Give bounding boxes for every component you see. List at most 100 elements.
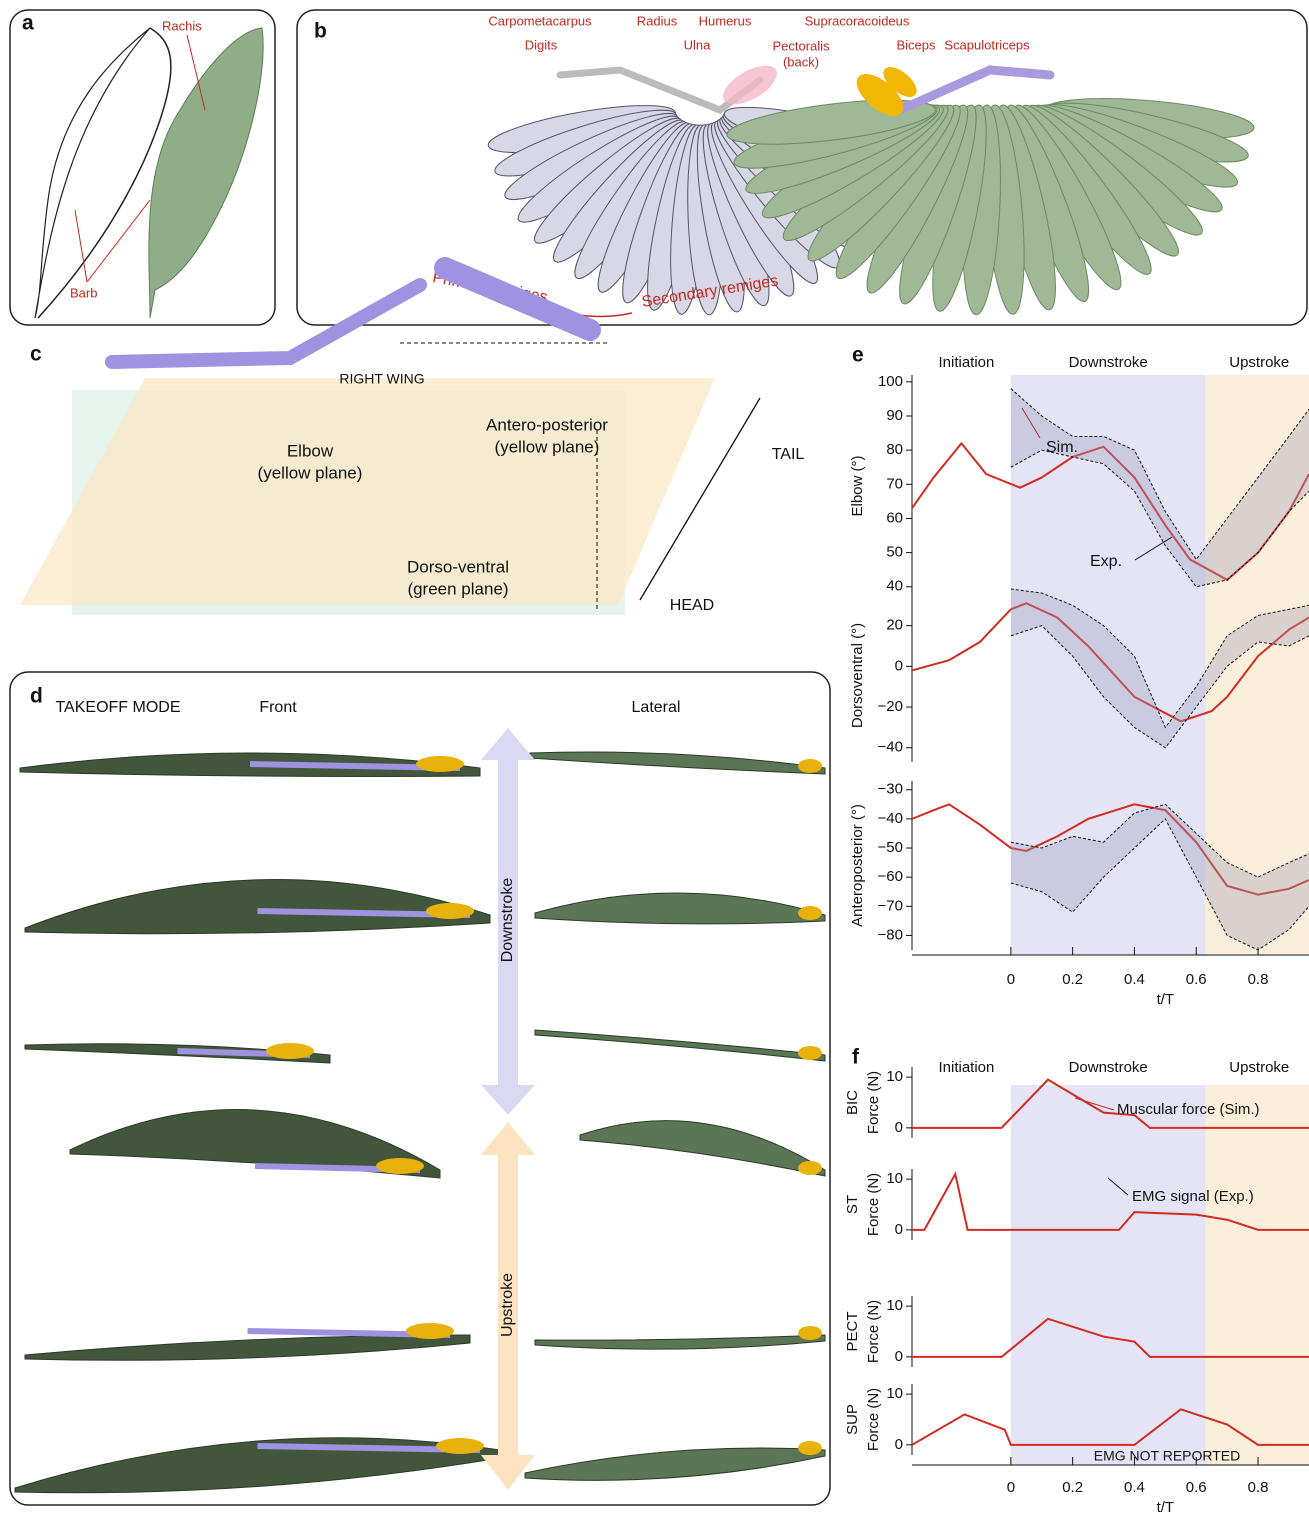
phase-shade <box>1011 1085 1206 1465</box>
y-tick-label: 90 <box>886 407 903 424</box>
label: RIGHT WING <box>339 371 424 387</box>
bones <box>445 268 590 330</box>
wing-lateral <box>535 1030 825 1061</box>
label: Carpometacarpus <box>488 13 592 28</box>
y-tick-label: 10 <box>886 1068 903 1085</box>
muscle <box>798 1326 822 1340</box>
x-tick-label: 0.6 <box>1186 971 1207 988</box>
wing-lateral <box>530 752 825 774</box>
label: TAKEOFF MODE <box>55 699 180 716</box>
y-tick-label: 50 <box>886 544 903 561</box>
muscle <box>798 1161 822 1175</box>
bones <box>900 70 1050 110</box>
x-tick-label: 0.8 <box>1248 1479 1269 1496</box>
y-tick-label: 0 <box>895 1221 903 1238</box>
y-tick-label: 60 <box>886 509 903 526</box>
label: Upstroke <box>499 1273 516 1337</box>
label: Humerus <box>699 13 752 28</box>
y-axis-label: SUP <box>844 1404 861 1435</box>
x-tick-label: 0.2 <box>1062 971 1083 988</box>
wing-lateral <box>535 893 825 924</box>
y-tick-label: 100 <box>878 373 903 390</box>
x-tick-label: 0.2 <box>1062 1479 1083 1496</box>
label: Digits <box>525 37 558 52</box>
wing-lateral <box>525 1448 825 1480</box>
y-axis-label: ST <box>844 1195 861 1214</box>
y-axis-label: Force (N) <box>865 1300 882 1363</box>
label: Elbow <box>287 441 334 460</box>
y-tick-label: 0 <box>895 1348 903 1365</box>
label: Dorso-ventral <box>407 557 509 576</box>
phase-label: Downstroke <box>1069 354 1148 371</box>
label: (back) <box>783 54 819 69</box>
y-axis-label: Force (N) <box>865 1071 882 1134</box>
muscle <box>416 756 464 772</box>
label: Front <box>259 699 297 716</box>
y-tick-label: 0 <box>895 1119 903 1136</box>
x-axis-label: t/T <box>1157 991 1175 1008</box>
label: TAIL <box>772 446 805 463</box>
label: (yellow plane) <box>258 463 363 482</box>
x-tick-label: 0 <box>1007 1479 1015 1496</box>
wing-lateral <box>580 1121 825 1176</box>
annotation: EMG NOT REPORTED <box>1094 1448 1241 1464</box>
y-tick-label: −80 <box>878 926 903 943</box>
label: Downstroke <box>499 878 516 963</box>
muscle <box>798 1441 822 1455</box>
x-tick-label: 0.4 <box>1124 971 1145 988</box>
muscle <box>426 903 474 919</box>
label: Lateral <box>632 699 681 716</box>
y-tick-label: 10 <box>886 1297 903 1314</box>
y-axis-label: BIC <box>844 1090 861 1115</box>
label: Biceps <box>896 37 936 52</box>
muscle <box>798 906 822 920</box>
y-tick-label: 80 <box>886 441 903 458</box>
muscle <box>436 1438 484 1454</box>
wing-green <box>725 91 1256 315</box>
y-axis-label: Dorsoventral (°) <box>849 623 866 728</box>
label: Ulna <box>684 37 712 52</box>
panel-letter: e <box>852 344 864 367</box>
label: (green plane) <box>407 579 508 598</box>
panel-letter: c <box>30 343 42 366</box>
label: Supracoracoideus <box>805 13 910 28</box>
y-axis-label: Anteroposterior (°) <box>849 804 866 927</box>
phase-label: Initiation <box>938 354 994 371</box>
y-tick-label: 70 <box>886 475 903 492</box>
label: Radius <box>637 13 678 28</box>
phase-label: Initiation <box>938 1059 994 1076</box>
y-tick-label: 40 <box>886 578 903 595</box>
phase-label: Upstroke <box>1229 354 1289 371</box>
label: HEAD <box>670 597 714 614</box>
y-tick-label: 0 <box>895 1436 903 1453</box>
label: Scapulotriceps <box>944 37 1030 52</box>
y-tick-label: 0 <box>895 657 903 674</box>
panel-letter: f <box>852 1046 860 1069</box>
x-axis-label: t/T <box>1157 1499 1175 1516</box>
y-axis-label: PECT <box>844 1311 861 1351</box>
y-axis-label: Elbow (°) <box>849 455 866 516</box>
y-tick-label: −60 <box>878 868 903 885</box>
wing-front <box>25 1335 470 1360</box>
phase-shade <box>1206 1085 1309 1465</box>
y-tick-label: 10 <box>886 1170 903 1187</box>
panel-letter: a <box>22 12 34 35</box>
annotation: Sim. <box>1046 439 1078 456</box>
figure: a Rachis Barb b Carpometacarpus Digits R… <box>0 0 1309 1517</box>
green-feather <box>149 28 263 318</box>
y-tick-label: −30 <box>878 781 903 798</box>
phase-label: Upstroke <box>1229 1059 1289 1076</box>
label: Rachis <box>162 18 202 33</box>
annotation: EMG signal (Exp.) <box>1132 1188 1254 1205</box>
label: (yellow plane) <box>495 437 600 456</box>
annotation: Muscular force (Sim.) <box>1117 1101 1260 1118</box>
y-tick-label: −50 <box>878 839 903 856</box>
label: Barb <box>70 285 97 300</box>
y-tick-label: 10 <box>886 1385 903 1402</box>
label: Pectoralis <box>772 38 830 53</box>
y-axis-label: Force (N) <box>865 1388 882 1451</box>
muscle <box>406 1323 454 1339</box>
phase-label: Downstroke <box>1069 1059 1148 1076</box>
x-tick-label: 0.6 <box>1186 1479 1207 1496</box>
page: a Rachis Barb b Carpometacarpus Digits R… <box>0 0 1309 1517</box>
